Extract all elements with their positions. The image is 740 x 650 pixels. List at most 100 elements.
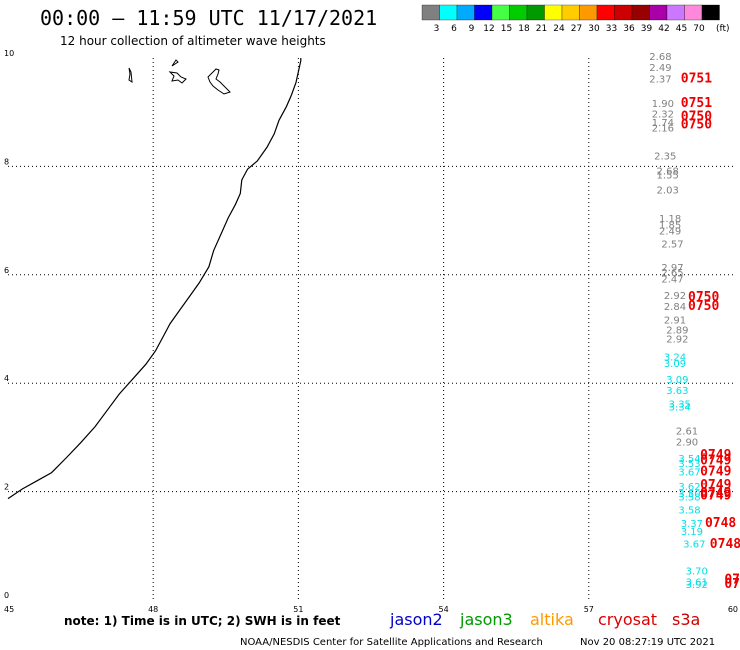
colorbar-swatch	[649, 4, 668, 21]
wave-height-label: 1.74	[652, 118, 674, 129]
legend-altika: altika	[530, 610, 574, 629]
wave-height-label: 2.89	[666, 325, 688, 336]
time-label: 0751	[681, 71, 712, 86]
wave-height-label: 3.37	[681, 519, 703, 530]
colorbar-swatch	[474, 4, 493, 21]
colorbar-unit: (ft)	[716, 24, 730, 34]
colorbar-label: 24	[553, 24, 565, 34]
wave-height-label: 2.16	[652, 124, 674, 135]
colorbar-swatch	[456, 4, 475, 21]
wave-height-label: 2.47	[661, 274, 683, 285]
colorbar-swatch	[526, 4, 545, 21]
colorbar-label: 6	[451, 24, 457, 34]
wave-height-label: 2.37	[649, 74, 671, 85]
colorbar-label: 36	[623, 24, 635, 34]
wave-height-label: 2.97	[661, 263, 683, 274]
colorbar: 3 6 9 12 15 18 21 24 27 30 33 36 39 42 45 70	[421, 4, 720, 34]
chart-title: 00:00 – 11:59 UTC 11/17/2021	[40, 6, 377, 30]
wave-height-label: 3.35	[669, 400, 691, 411]
time-label: 0749	[700, 489, 731, 504]
y-tick-label: 6	[4, 266, 9, 275]
grid	[8, 58, 734, 600]
wave-height-label: 2.84	[664, 302, 686, 313]
legend-jason2: jason2	[389, 610, 443, 629]
island	[168, 59, 187, 84]
wave-height-label: 1.55	[657, 170, 679, 181]
colorbar-label: 27	[571, 24, 582, 34]
colorbar-label: 30	[588, 24, 600, 34]
wave-height-label: 2.49	[649, 63, 671, 74]
time-label: 0749	[700, 486, 731, 501]
time-labels: 0751075107500750075007500749074907490749…	[681, 71, 740, 592]
y-tick-label: 10	[4, 49, 14, 58]
colorbar-swatch	[579, 4, 598, 21]
wave-height-label: 3.62	[678, 482, 700, 493]
time-label: 0748	[710, 537, 740, 552]
colorbar-swatch	[666, 4, 685, 21]
colorbar-swatch	[421, 4, 440, 21]
footer-note: note: 1) Time is in UTC; 2) SWH is in fe…	[64, 614, 341, 628]
data-points: 2.682.492.371.902.321.742.162.352.681.55…	[649, 52, 708, 591]
wave-height-label: 2.65	[661, 268, 683, 279]
chart-subtitle: 12 hour collection of altimeter wave hei…	[60, 34, 326, 48]
wave-height-label: 3.58	[678, 492, 700, 503]
wave-height-label: 3.19	[681, 527, 703, 538]
wave-height-label: 3.09	[666, 375, 688, 386]
colorbar-label: 33	[606, 24, 617, 34]
time-label: 0749	[700, 464, 731, 479]
wave-height-label: 2.91	[664, 316, 686, 327]
wave-height-label: 2.68	[657, 167, 679, 178]
wave-height-label: 3.09	[664, 359, 686, 370]
footer-generated: Nov 20 08:27:19 UTC 2021	[580, 637, 715, 648]
time-label: 0749	[700, 478, 731, 493]
wave-height-label: 2.03	[657, 186, 679, 197]
colorbar-label: 9	[469, 24, 475, 34]
x-tick-label: 60	[728, 605, 738, 614]
colorbar-label: 18	[518, 24, 530, 34]
x-tick-label: 45	[4, 605, 14, 614]
time-label: 0750	[681, 117, 712, 132]
wave-height-label: 1.90	[652, 99, 674, 110]
footer-credit: NOAA/NESDIS Center for Satellite Applica…	[240, 637, 543, 648]
wave-height-label: 2.90	[676, 438, 698, 449]
wave-height-label: 3.50	[678, 489, 700, 500]
y-tick-label: 8	[4, 157, 9, 166]
time-label: 0750	[681, 109, 712, 124]
island	[128, 67, 133, 84]
colorbar-swatch	[439, 4, 458, 21]
axis-ticks: 45 48 51 54 57 60 0 2 4 6 8 10	[4, 49, 738, 614]
island	[207, 68, 231, 95]
wave-height-label: 3.58	[678, 505, 700, 516]
time-label: 0748	[724, 573, 740, 588]
x-tick-label: 51	[293, 605, 303, 614]
colorbar-swatch	[561, 4, 580, 21]
wave-height-label: 3.63	[666, 386, 688, 397]
time-label: 0748	[724, 577, 740, 592]
legend-cryosat: cryosat	[598, 610, 657, 629]
wave-height-label: 2.49	[659, 227, 681, 238]
colorbar-swatch	[631, 4, 650, 21]
wave-height-label: 3.54	[678, 454, 700, 465]
colorbar-swatch	[684, 4, 703, 21]
y-tick-label: 0	[4, 591, 9, 600]
colorbar-label: 42	[658, 24, 669, 34]
colorbar-swatch	[509, 4, 528, 21]
wave-height-label: 3.34	[669, 402, 691, 413]
x-tick-label: 54	[439, 605, 449, 614]
time-label: 0749	[700, 448, 731, 463]
colorbar-label: 15	[501, 24, 512, 34]
colorbar-label: 12	[483, 24, 494, 34]
colorbar-swatch	[491, 4, 510, 21]
wave-height-label: 2.61	[676, 427, 698, 438]
colorbar-label: 70	[693, 24, 705, 34]
colorbar-swatch	[596, 4, 615, 21]
time-label: 0750	[688, 290, 719, 305]
time-label: 0749	[700, 454, 731, 469]
legend-jason3: jason3	[459, 610, 513, 629]
time-label: 0750	[688, 299, 719, 314]
colorbar-label: 3	[434, 24, 440, 34]
y-tick-label: 4	[4, 374, 9, 383]
wave-height-label: 3.67	[683, 539, 705, 550]
wave-height-label: 2.68	[649, 52, 671, 63]
